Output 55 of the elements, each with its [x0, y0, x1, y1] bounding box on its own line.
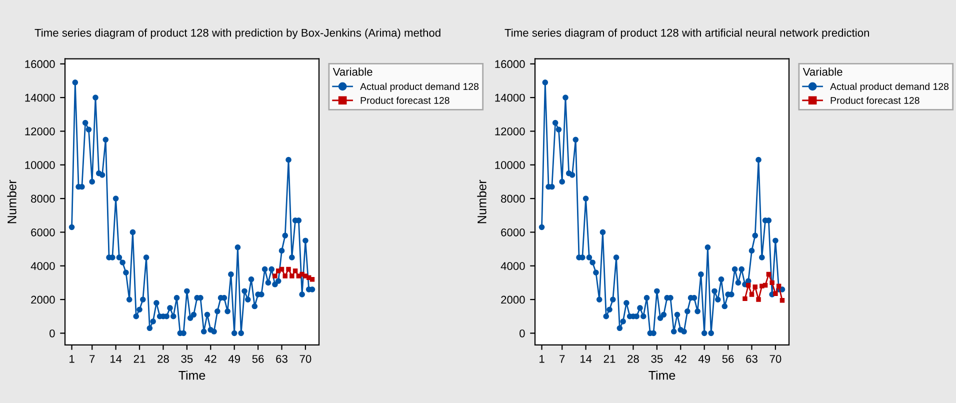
x-axis-title: Time	[178, 370, 206, 380]
y-tick-label: 16000	[495, 60, 525, 68]
legend-label: Actual product demand 128	[830, 82, 949, 92]
x-tick-label: 63	[746, 354, 758, 363]
chart-title: Time series diagram of product 128 with prediction by Box-Jenkins (Arima) method	[34, 28, 440, 39]
y-tick-label: 12000	[495, 127, 525, 136]
x-tick-label: 14	[580, 355, 592, 363]
x-tick-label: 21	[134, 354, 146, 363]
y-tick-label: 4000	[30, 262, 55, 270]
point	[272, 274, 278, 278]
y-tick-label: 6000	[501, 228, 525, 236]
y-tick-label: 2000	[501, 296, 525, 304]
y-tick-label: 12000	[25, 127, 55, 136]
x-tick-label: 63	[276, 354, 288, 363]
x-tick-label: 70	[300, 354, 312, 363]
y-tick-label: 8000	[501, 194, 525, 203]
x-tick-label: 42	[674, 354, 686, 363]
y-tick-label: 14000	[495, 94, 525, 102]
legend-label: Actual product demand 128	[360, 82, 479, 92]
x-tick-label: 7	[90, 355, 95, 363]
chart-title: Time series diagram of product 128 with artificial neural network prediction	[504, 28, 869, 39]
legend-label: Product forecast 128	[360, 96, 450, 104]
y-axis-title: Number	[7, 180, 16, 224]
x-tick-label: 28	[158, 354, 169, 363]
x-tick-label: 1	[70, 355, 74, 363]
y-tick-label: 2000	[31, 296, 55, 304]
legend-label: Product forecast 128	[830, 96, 920, 104]
y-tick-label: 4000	[500, 262, 525, 270]
x-tick-label: 35	[181, 354, 193, 363]
y-tick-label: 16000	[25, 60, 55, 68]
x-tick-label: 7	[560, 355, 565, 363]
x-tick-label: 21	[604, 354, 616, 363]
y-axis-title: Number	[477, 180, 486, 224]
y-tick-label: 6000	[31, 228, 55, 236]
x-tick-label: 56	[722, 354, 734, 363]
y-tick-label: 8000	[31, 194, 55, 203]
legend-title: Variable	[802, 68, 842, 76]
y-tick-label: 14000	[25, 94, 55, 102]
y-tick-label: 0	[520, 329, 525, 338]
x-tick-label: 70	[770, 354, 782, 363]
x-tick-label: 28	[628, 354, 639, 363]
x-tick-label: 1	[540, 355, 544, 363]
point	[742, 296, 748, 302]
x-tick-label: 49	[228, 354, 240, 363]
x-tick-label: 49	[698, 354, 710, 363]
x-tick-label: 35	[651, 354, 663, 363]
x-tick-label: 14	[110, 355, 122, 363]
y-tick-label: 10000	[495, 161, 525, 170]
y-tick-label: 0	[50, 329, 55, 338]
x-tick-label: 42	[204, 354, 216, 363]
x-tick-label: 56	[252, 354, 264, 363]
legend-title: Variable	[332, 68, 372, 76]
y-tick-label: 10000	[25, 161, 55, 170]
point	[756, 297, 761, 302]
x-axis-title: Time	[648, 370, 676, 380]
